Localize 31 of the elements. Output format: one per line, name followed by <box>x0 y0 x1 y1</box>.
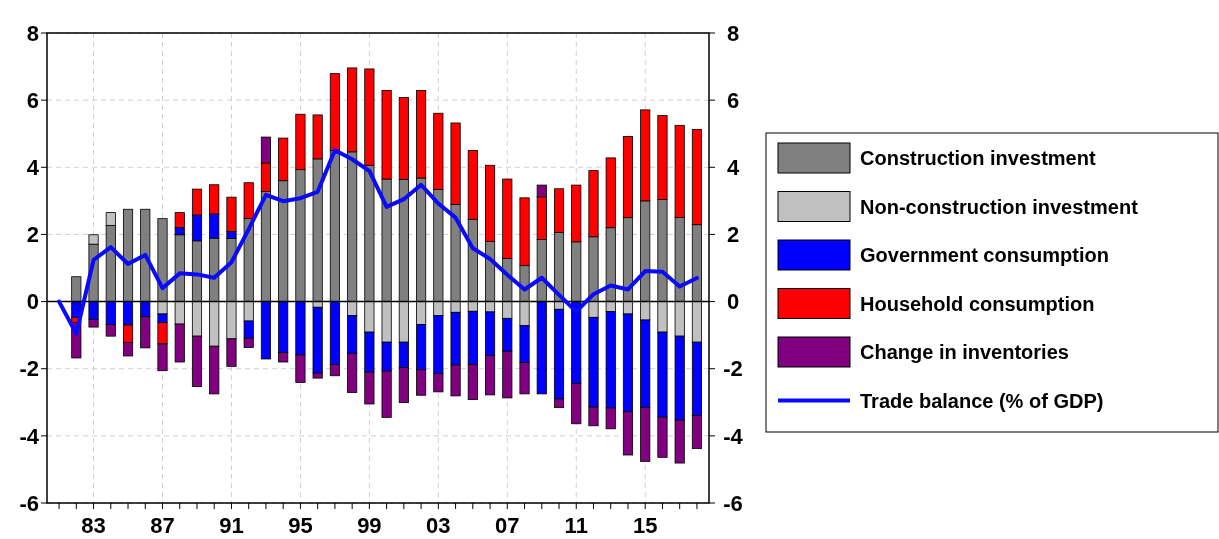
y-tick-label: -6 <box>19 490 39 516</box>
y2-tick-label: 0 <box>726 289 740 315</box>
x-tick-label: 07 <box>495 513 520 538</box>
legend-label: Construction investment <box>860 147 1096 169</box>
y2-tick-label: -4 <box>723 423 744 449</box>
y2-tick-label: -6 <box>723 490 743 516</box>
x-tick-label: 83 <box>81 513 106 538</box>
x-tick-label: 03 <box>426 513 451 538</box>
y-tick-label: 2 <box>26 222 39 248</box>
y-tick-label: 4 <box>26 154 40 180</box>
y2-tick-label: 4 <box>726 154 740 180</box>
y2-tick-label: -2 <box>723 356 743 382</box>
y2-tick-label: 8 <box>726 20 740 46</box>
x-tick-label: 11 <box>564 513 588 538</box>
legend-label: Change in inventories <box>860 341 1069 363</box>
y-tick-label: 0 <box>26 289 39 315</box>
legend-label: Trade balance (% of GDP) <box>860 389 1104 412</box>
y-tick-label: 6 <box>26 87 39 113</box>
y2-tick-label: 6 <box>726 87 740 113</box>
x-tick-label: 87 <box>150 513 175 538</box>
x-tick-label: 91 <box>219 513 244 538</box>
legend-label: Government consumption <box>860 244 1109 266</box>
y-tick-label: 8 <box>26 20 39 46</box>
x-tick-label: 99 <box>357 513 382 538</box>
x-tick-label: 15 <box>632 513 658 538</box>
y-tick-label: -4 <box>19 423 40 449</box>
y2-tick-label: 2 <box>726 222 740 248</box>
legend-label: Household consumption <box>860 292 1095 315</box>
legend-label: Non-construction investment <box>860 195 1139 218</box>
x-tick-label: 95 <box>288 513 313 538</box>
y-tick-label: -2 <box>19 356 39 382</box>
